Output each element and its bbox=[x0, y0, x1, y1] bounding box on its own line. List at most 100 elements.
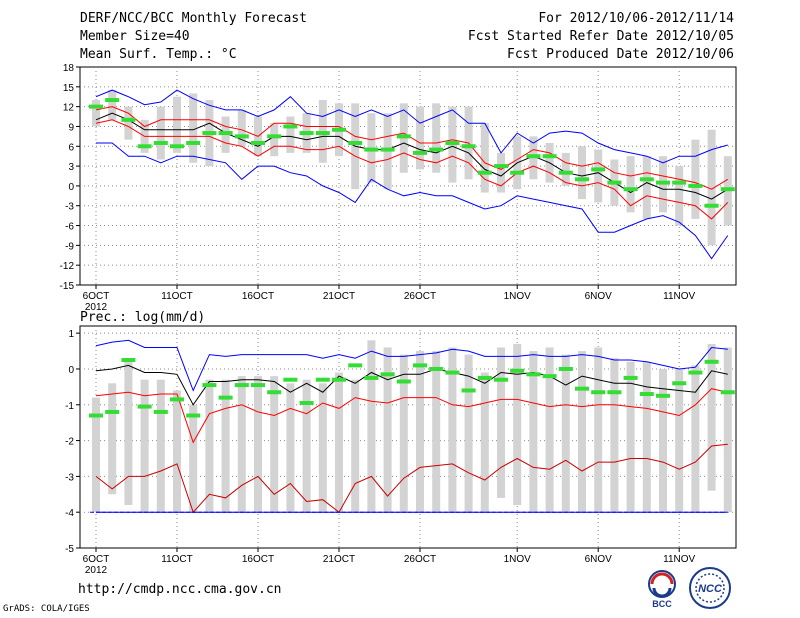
temp-ytick-label: 3 bbox=[68, 162, 74, 173]
temp-observed-marker bbox=[704, 203, 719, 208]
prec-observed-marker bbox=[105, 409, 120, 414]
prec-box bbox=[173, 390, 181, 513]
prec-observed-marker bbox=[283, 377, 298, 382]
bcc-logo-text: BCC bbox=[652, 599, 672, 609]
prec-observed-marker bbox=[170, 397, 184, 402]
prec-box bbox=[691, 365, 700, 513]
temp-box bbox=[561, 152, 570, 186]
prec-box bbox=[416, 351, 424, 513]
prec-ytick-label: -1 bbox=[65, 401, 74, 412]
temp-observed-marker bbox=[348, 140, 363, 145]
chart-title: DERF/NCC/BCC Monthly Forecast bbox=[80, 11, 307, 26]
prec-box bbox=[92, 397, 100, 513]
prec-observed-marker bbox=[332, 377, 346, 382]
prec-xtick-label: 26OCT bbox=[404, 554, 436, 565]
temp-observed-marker bbox=[186, 140, 201, 145]
temp-box bbox=[124, 106, 133, 140]
prec-observed-marker bbox=[121, 358, 136, 363]
temp-observed-marker bbox=[396, 134, 411, 139]
prec-observed-marker bbox=[218, 395, 233, 400]
temp-observed-marker bbox=[461, 144, 476, 149]
prec-observed-marker bbox=[153, 409, 168, 414]
temp-observed-marker bbox=[137, 144, 152, 149]
temp-box bbox=[286, 116, 295, 153]
temp-observed-marker bbox=[315, 131, 330, 136]
temp-box bbox=[92, 100, 100, 127]
temp-box bbox=[578, 146, 586, 200]
temp-box bbox=[480, 123, 489, 193]
forecast-period: For 2012/10/06-2012/11/14 bbox=[538, 11, 734, 26]
temp-ytick-label: 12 bbox=[63, 103, 75, 114]
bcc-logo: BCC bbox=[648, 570, 676, 609]
prec-ytick-label: -4 bbox=[65, 508, 74, 519]
variable-label: Mean Surf. Temp.: °C bbox=[80, 47, 237, 62]
prec-box bbox=[529, 351, 538, 513]
prec-observed-marker bbox=[558, 366, 573, 371]
prec-xtick-label: 6OCT bbox=[83, 554, 110, 565]
prec-line-p50 bbox=[95, 388, 728, 444]
prec-box bbox=[189, 404, 198, 513]
prec-observed-marker bbox=[413, 363, 427, 368]
temp-observed-marker bbox=[558, 170, 573, 175]
prec-box bbox=[480, 372, 489, 513]
prec-box bbox=[594, 347, 603, 513]
prec-box bbox=[578, 351, 586, 513]
temp-line-max bbox=[95, 89, 728, 164]
temp-box bbox=[594, 149, 603, 203]
prec-observed-marker bbox=[380, 372, 395, 377]
temp-ytick-label: -6 bbox=[65, 222, 74, 233]
temp-xtick-label: 16OCT bbox=[242, 291, 274, 302]
prec-observed-marker bbox=[186, 413, 201, 418]
ncc-logo-text: NCC bbox=[698, 583, 723, 595]
temp-box bbox=[237, 109, 246, 147]
prec-observed-marker bbox=[445, 370, 460, 375]
temp-box bbox=[156, 106, 165, 160]
temp-observed-marker bbox=[234, 134, 249, 139]
temp-line-mean bbox=[95, 112, 729, 200]
prec-xtick-label: 16OCT bbox=[242, 554, 274, 565]
prec-xtick-year: 2012 bbox=[85, 565, 108, 576]
temp-observed-marker bbox=[413, 150, 427, 155]
prec-ytick-label: -3 bbox=[65, 472, 74, 483]
prec-box bbox=[464, 354, 473, 513]
prec-observed-marker bbox=[510, 368, 525, 373]
prec-box bbox=[237, 376, 246, 513]
prec-box bbox=[561, 354, 570, 513]
temp-observed-marker bbox=[89, 104, 103, 109]
prec-box bbox=[205, 379, 214, 513]
temp-box bbox=[270, 123, 279, 157]
prec-observed-marker bbox=[607, 390, 622, 395]
temp-box bbox=[173, 96, 181, 153]
temp-observed-marker bbox=[672, 180, 687, 185]
prec-box bbox=[367, 340, 376, 513]
prec-line-p90 bbox=[95, 364, 728, 406]
prec-xtick-label: 6NOV bbox=[585, 554, 613, 565]
prec-ytick-label: -2 bbox=[65, 437, 74, 448]
footer-url[interactable]: http://cmdp.ncc.cma.gov.cn bbox=[78, 582, 282, 597]
prec-ytick-label: 1 bbox=[68, 329, 74, 340]
prec-box bbox=[399, 354, 408, 513]
temp-ytick-label: 9 bbox=[68, 122, 74, 133]
prec-observed-marker bbox=[542, 374, 557, 379]
prec-ytick-label: 0 bbox=[68, 365, 74, 376]
prec-box bbox=[723, 347, 732, 513]
prec-box bbox=[335, 372, 343, 513]
grads-credit: GrADS: COLA/IGES bbox=[3, 604, 90, 614]
prec-box bbox=[124, 358, 133, 506]
temp-box bbox=[626, 156, 635, 213]
prec-observed-marker bbox=[591, 390, 606, 395]
prec-observed-marker bbox=[89, 413, 103, 418]
temp-line-min bbox=[96, 142, 729, 260]
prec-box bbox=[626, 361, 635, 513]
temp-line-p90 bbox=[95, 106, 729, 190]
prec-panel-title: Prec.: log(mm/d) bbox=[80, 310, 205, 325]
prec-observed-marker bbox=[688, 370, 703, 375]
temp-ytick-label: 18 bbox=[63, 63, 75, 74]
temp-observed-marker bbox=[218, 131, 233, 136]
temp-observed-marker bbox=[445, 140, 460, 145]
temp-observed-marker bbox=[283, 124, 298, 129]
temp-observed-marker bbox=[299, 131, 314, 136]
temp-observed-marker bbox=[494, 164, 508, 169]
prec-box bbox=[610, 358, 619, 513]
